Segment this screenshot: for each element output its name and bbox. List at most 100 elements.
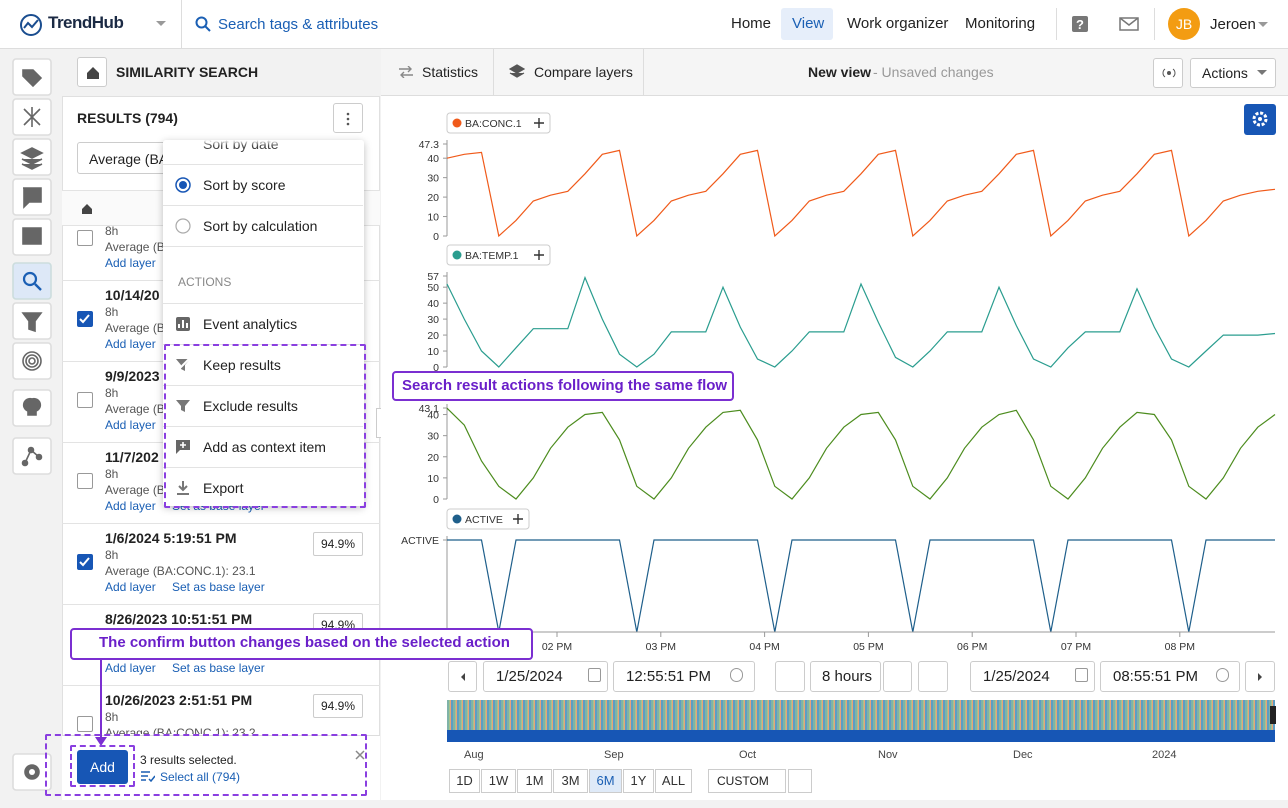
- result-duration: 8h: [105, 386, 119, 400]
- settings-button[interactable]: [1244, 104, 1276, 135]
- home-button[interactable]: [77, 57, 107, 87]
- nav-monitoring[interactable]: Monitoring: [965, 15, 1036, 32]
- navigator-label: Oct: [739, 749, 757, 761]
- calendar-button[interactable]: [788, 769, 812, 793]
- x-tick-label: 07 PM: [1061, 641, 1091, 653]
- icon-rail: [0, 49, 62, 808]
- score-badge: 94.9%: [313, 532, 363, 556]
- result-date: 8/26/2023 10:51:51 PM: [105, 611, 253, 627]
- start-date[interactable]: [483, 661, 608, 692]
- actions-caret: [1257, 70, 1267, 75]
- compare-tab[interactable]: Compare layers: [534, 64, 633, 80]
- legend-chip: [446, 244, 551, 266]
- checkbox[interactable]: [77, 392, 93, 408]
- nav-view[interactable]: View: [792, 15, 825, 32]
- next-button[interactable]: [1245, 661, 1275, 692]
- add-layer-link[interactable]: Add layer: [105, 580, 156, 594]
- result-duration: 8h: [105, 226, 119, 238]
- statistics-tab[interactable]: Statistics: [422, 64, 479, 80]
- field-icon: [588, 668, 601, 682]
- select-all-icon: [141, 771, 155, 782]
- compare-icon: [509, 64, 525, 78]
- checkbox[interactable]: [77, 473, 93, 489]
- select-all-link[interactable]: Select all (794): [160, 770, 241, 784]
- add-layer-link[interactable]: Add layer: [105, 337, 156, 351]
- result-item: 1/6/2024 5:19:51 PM 8h Average (BA:CONC.1)…: [62, 524, 380, 605]
- move-icon: [534, 250, 544, 260]
- range-button[interactable]: 3M: [553, 769, 588, 793]
- end-date[interactable]: [970, 661, 1095, 692]
- actions-button[interactable]: Actions: [1190, 58, 1276, 88]
- prev-button[interactable]: [448, 661, 477, 692]
- y-tick-label: 10: [427, 473, 439, 485]
- menu-export[interactable]: Export: [163, 467, 363, 506]
- end-time[interactable]: [1100, 661, 1240, 692]
- custom-range-button[interactable]: CUSTOM: [708, 769, 786, 793]
- user-name[interactable]: Jeroen: [1210, 16, 1256, 33]
- base-layer-link[interactable]: Set as base layer: [172, 580, 265, 594]
- checkbox[interactable]: [77, 716, 93, 732]
- calculation-value: Average (BA: [89, 151, 169, 167]
- checkbox[interactable]: [77, 230, 93, 246]
- legend-chip: [446, 112, 551, 134]
- nav-home[interactable]: Home: [731, 15, 772, 32]
- result-duration: 8h: [105, 467, 119, 481]
- search-box[interactable]: Search tags & attributes: [218, 16, 379, 33]
- start-time-text: 12:55:51 PM: [626, 668, 712, 685]
- y-tick-label: 40: [427, 153, 439, 165]
- nav-work-organizer[interactable]: Work organizer: [847, 15, 949, 32]
- search-icon: [195, 16, 211, 32]
- menu-exclude-results[interactable]: Exclude results: [163, 385, 363, 426]
- checkbox[interactable]: [77, 554, 93, 570]
- range-button[interactable]: ALL: [655, 769, 692, 793]
- mail-icon[interactable]: [1119, 17, 1139, 31]
- check: [79, 314, 90, 324]
- lock-button[interactable]: [883, 661, 912, 692]
- y-tick-label: 57: [427, 271, 439, 283]
- menu-label: Event analytics: [203, 316, 298, 332]
- user-caret[interactable]: [1257, 21, 1269, 29]
- add-layer-link[interactable]: Add layer: [105, 256, 156, 270]
- help-icon[interactable]: ?: [1071, 15, 1089, 33]
- menu-event-analytics[interactable]: Event analytics: [163, 303, 363, 344]
- menu-add-context[interactable]: Add as context item: [163, 426, 363, 467]
- range-button[interactable]: 1Y: [623, 769, 654, 793]
- add-layer-link[interactable]: Add layer: [105, 499, 156, 513]
- legend-label: BA:CONC.1: [465, 118, 522, 130]
- history-button[interactable]: [918, 661, 948, 692]
- y-tick-label: 20: [427, 192, 439, 204]
- result-date: 1/6/2024 5:19:51 PM: [105, 530, 237, 546]
- add-layer-link[interactable]: Add layer: [105, 661, 156, 675]
- range-button[interactable]: 1D: [449, 769, 480, 793]
- close-footer[interactable]: [355, 750, 365, 760]
- list-home-icon: [82, 204, 92, 214]
- range-button[interactable]: 1W: [481, 769, 516, 793]
- duration[interactable]: [810, 661, 881, 692]
- menu-sort-calculation[interactable]: Sort by calculation: [163, 205, 363, 246]
- live-button[interactable]: [1153, 58, 1183, 88]
- checkbox[interactable]: [77, 311, 93, 327]
- x-tick-label: 03 PM: [646, 641, 676, 653]
- svg-text:?: ?: [1076, 17, 1084, 32]
- duration-text: 8 hours: [822, 668, 873, 685]
- avatar[interactable]: JB: [1168, 8, 1200, 40]
- legend-swatch: [452, 118, 462, 128]
- logo[interactable]: TrendHub: [48, 13, 124, 32]
- range-button[interactable]: 1M: [517, 769, 552, 793]
- navigator-handle[interactable]: [1270, 706, 1276, 724]
- y-tick-label: 50: [427, 282, 439, 294]
- confirm-button[interactable]: Add: [77, 750, 128, 784]
- base-layer-link[interactable]: Set as base layer: [172, 661, 265, 675]
- navigator-label: Nov: [878, 749, 898, 761]
- add-layer-link[interactable]: Add layer: [105, 418, 156, 432]
- caret[interactable]: [155, 20, 167, 28]
- series-line: [446, 275, 1276, 368]
- chart-type-button[interactable]: [775, 661, 805, 692]
- menu-label: Keep results: [203, 357, 281, 373]
- range-button[interactable]: 6M: [589, 769, 622, 793]
- menu-section-title: ACTIONS: [178, 275, 232, 289]
- menu-sort-score[interactable]: Sort by score: [163, 164, 363, 205]
- radio-selected: [175, 177, 191, 193]
- kebab-button[interactable]: [333, 103, 363, 133]
